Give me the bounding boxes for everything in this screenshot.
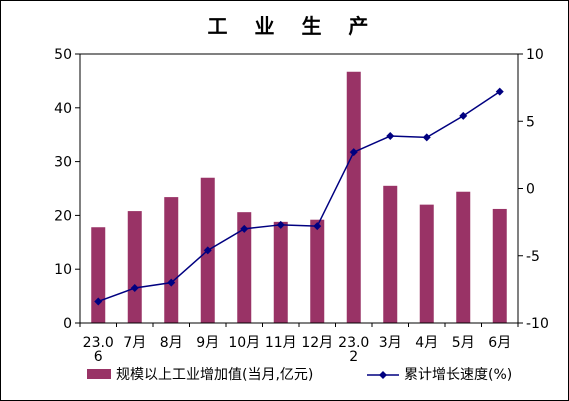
x-tick-label-0: 23.0 6 xyxy=(83,335,114,365)
growth-line xyxy=(97,91,501,303)
x-tick-label-2: 8月 xyxy=(160,335,183,351)
growth-point-8 xyxy=(386,132,395,141)
growth-point-10 xyxy=(459,111,468,120)
bar-4 xyxy=(237,212,252,323)
growth-point-11 xyxy=(495,87,504,96)
left-tick-label-5: 50 xyxy=(54,47,72,63)
growth-point-1 xyxy=(130,284,139,293)
left-tick-label-2: 20 xyxy=(54,208,72,224)
left-tick-label-0: 0 xyxy=(63,316,72,332)
bar-11 xyxy=(492,208,507,323)
bar-2 xyxy=(164,197,179,323)
bar-8 xyxy=(383,185,398,323)
legend-diamond-marker xyxy=(379,371,387,379)
growth-point-7 xyxy=(349,148,358,157)
legend-line-label: 累计增长速度(%) xyxy=(404,367,512,383)
legend: 规模以上工业增加值(当月,亿元) 累计增长速度(%) xyxy=(87,367,512,383)
x-tick-label-3: 9月 xyxy=(196,335,219,351)
plot-area: 0 10 20 30 40 50 -10 -5 0 5 10 23.0 6 7月 8月 9月 10月 11月 12月… xyxy=(54,47,549,365)
left-tick-label-3: 30 xyxy=(54,155,72,171)
right-tick-label-2: 0 xyxy=(526,182,535,198)
growth-point-3 xyxy=(203,246,212,255)
bar-1 xyxy=(127,211,142,323)
growth-point-0 xyxy=(94,297,103,306)
bar-5 xyxy=(273,221,288,323)
x-tick-label-9: 4月 xyxy=(415,335,438,351)
bar-9 xyxy=(419,204,434,323)
legend-bar-label: 规模以上工业增加值(当月,亿元) xyxy=(116,367,313,383)
x-tick-label-11: 6月 xyxy=(488,335,511,351)
growth-point-5 xyxy=(276,220,285,229)
x-tick-label-10: 5月 xyxy=(452,335,475,351)
right-tick-label-0: -10 xyxy=(526,316,549,332)
growth-point-2 xyxy=(167,278,176,287)
legend-bar-swatch xyxy=(87,369,111,379)
right-tick-label-3: 5 xyxy=(526,114,535,130)
right-tick-label-4: 10 xyxy=(526,47,544,63)
x-tick-label-7: 23.0 2 xyxy=(338,335,369,365)
growth-point-6 xyxy=(313,222,322,231)
plot-border xyxy=(79,53,519,324)
bar-6 xyxy=(310,219,325,323)
x-tick-label-6: 12月 xyxy=(301,335,333,351)
bar-0 xyxy=(91,227,106,323)
x-tick-label-4: 10月 xyxy=(228,335,260,351)
bar-10 xyxy=(456,191,471,323)
x-tick-label-1: 7月 xyxy=(123,335,146,351)
growth-point-9 xyxy=(422,133,431,142)
left-tick-label-4: 40 xyxy=(54,101,72,117)
left-tick-label-1: 10 xyxy=(54,262,72,278)
right-tick-label-1: -5 xyxy=(526,249,540,265)
bar-7 xyxy=(346,71,361,323)
x-tick-label-8: 3月 xyxy=(379,335,402,351)
chart-title: 工 业 生 产 xyxy=(208,14,379,38)
growth-point-4 xyxy=(240,224,249,233)
x-tick-label-5: 11月 xyxy=(265,335,297,351)
